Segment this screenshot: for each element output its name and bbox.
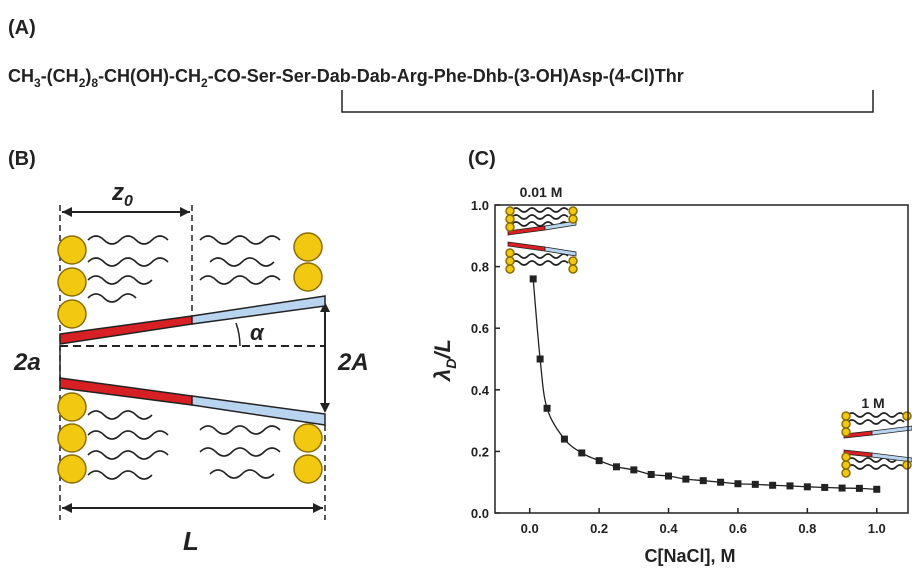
data-point xyxy=(647,471,655,478)
formula-sub: 3 xyxy=(34,76,41,90)
formula-sub: 2 xyxy=(79,76,86,90)
z0-sub: 0 xyxy=(124,193,133,210)
plot-frame xyxy=(494,204,909,514)
formula-part: -CH(OH)-CH xyxy=(98,66,201,86)
data-point xyxy=(630,466,638,474)
y-tick-label: 0.0 xyxy=(471,506,489,521)
data-point xyxy=(838,484,846,492)
x-tick-label: 0.6 xyxy=(729,521,747,536)
x-tick-label: 0.8 xyxy=(798,521,816,536)
data-point xyxy=(595,457,603,465)
data-point xyxy=(873,485,881,493)
x-tick-label: 1.0 xyxy=(868,521,886,536)
data-point xyxy=(536,355,544,363)
data-point xyxy=(821,483,829,491)
L-label: L xyxy=(183,526,199,556)
y-tick-label: 0.2 xyxy=(471,444,489,459)
z0-label: z0 xyxy=(111,179,133,210)
y-tick-label: 0.6 xyxy=(471,321,489,336)
data-point xyxy=(560,435,568,443)
alpha-label: α xyxy=(250,320,265,345)
y-tick-label: 0.4 xyxy=(471,383,490,398)
formula-part: -(CH xyxy=(41,66,79,86)
panel-label: (C) xyxy=(468,148,496,170)
y-title-main: λ xyxy=(430,369,455,382)
x-tick-label: 0.2 xyxy=(590,521,608,536)
data-point xyxy=(734,480,742,488)
data-point xyxy=(769,481,777,489)
data-point xyxy=(855,484,863,492)
formula-sub: 8 xyxy=(91,76,98,90)
data-point xyxy=(612,463,620,471)
formula-part: ) xyxy=(85,66,91,86)
formula-part: CH xyxy=(8,66,34,86)
z0-main: z xyxy=(111,179,124,206)
data-point xyxy=(751,480,759,488)
data-point xyxy=(578,449,586,457)
data-point xyxy=(529,275,537,283)
x-axis-title: C[NaCl], M xyxy=(645,546,736,566)
data-point xyxy=(682,475,690,483)
formula: CH3-(CH2)8-CH(OH)-CH2-CO-Ser-Ser-Dab-Dab… xyxy=(8,66,684,90)
fit-curve xyxy=(532,278,877,490)
data-point xyxy=(786,482,794,490)
2A-label: 2A xyxy=(337,349,369,376)
membrane-diagram xyxy=(57,205,330,520)
x-tick-label: 0.4 xyxy=(659,521,678,536)
2a-label: 2a xyxy=(13,349,41,376)
y-tick-label: 0.8 xyxy=(471,260,489,275)
inset-low-salt xyxy=(505,206,578,274)
panel-label: (A) xyxy=(8,17,36,39)
annotation: 1 M xyxy=(861,395,884,411)
panel-label: (B) xyxy=(8,148,36,170)
annotation: 0.01 M xyxy=(520,184,563,200)
inset-high-salt xyxy=(841,411,912,478)
y-title-rest: /L xyxy=(430,339,455,360)
data-point xyxy=(665,472,673,480)
y-axis-title: λD/L xyxy=(430,339,459,382)
data-point xyxy=(699,477,707,485)
data-point xyxy=(803,483,811,491)
data-point xyxy=(717,478,725,486)
formula-part: -CO-Ser-Ser-Dab-Dab-Arg-Phe-Dhb-(3-OH)As… xyxy=(208,66,684,86)
x-tick-label: 0.0 xyxy=(521,521,539,536)
data-point xyxy=(543,404,551,412)
y-tick-label: 1.0 xyxy=(471,198,489,213)
y-title-sub: D xyxy=(443,359,459,369)
formula-sub: 2 xyxy=(201,76,208,90)
ring-bracket xyxy=(341,90,874,113)
